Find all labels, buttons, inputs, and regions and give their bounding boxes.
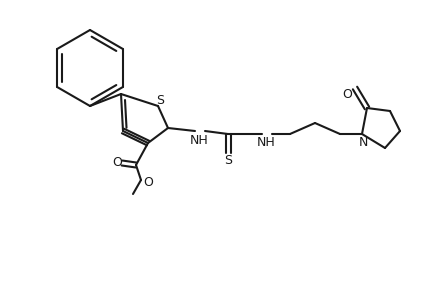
Text: N: N: [358, 136, 368, 150]
Text: NH: NH: [190, 134, 209, 146]
Text: S: S: [224, 154, 232, 166]
Text: O: O: [143, 176, 153, 188]
Text: NH: NH: [257, 136, 275, 150]
Text: O: O: [112, 156, 122, 170]
Text: S: S: [156, 94, 164, 108]
Text: O: O: [342, 88, 352, 100]
